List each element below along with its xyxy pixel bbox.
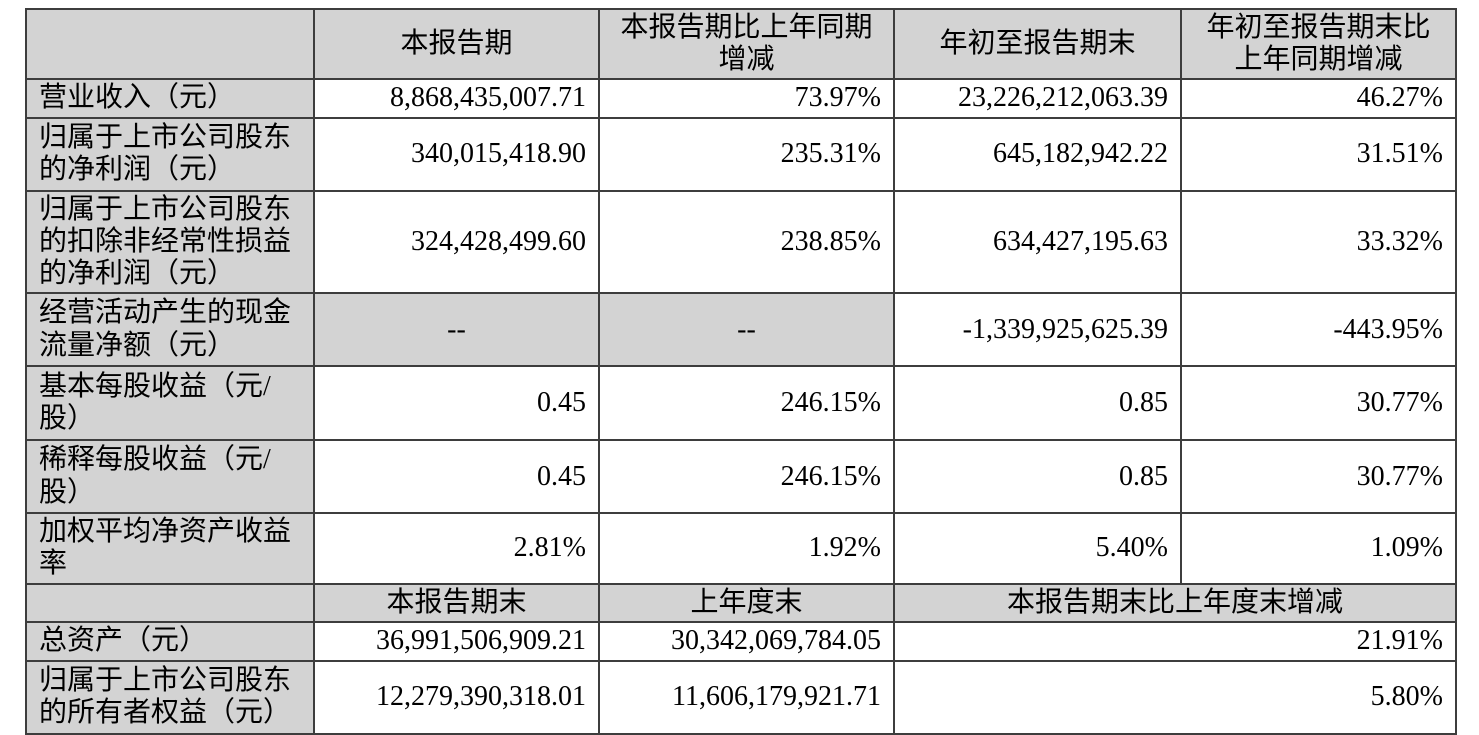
cell-value: 30.77%: [1180, 439, 1457, 515]
table-row-net-profit: 归属于上市公司股东的净利润（元） 340,015,418.90 235.31% …: [25, 116, 1457, 192]
cell-value: 21.91%: [893, 620, 1457, 662]
row-label: 经营活动产生的现金流量净额（元）: [25, 292, 315, 368]
cell-value: 0.85: [893, 365, 1182, 442]
header-row-period: 本报告期 本报告期比上年同期增减 年初至报告期末 年初至报告期末比上年同期增减: [25, 7, 1457, 81]
header-cell-current-period: 本报告期: [313, 7, 600, 81]
cell-value: -443.95%: [1180, 292, 1457, 368]
cell-value: -1,339,925,625.39: [893, 292, 1182, 368]
header-cell-ytd: 年初至报告期末: [893, 7, 1182, 81]
cell-value: 46.27%: [1180, 78, 1457, 119]
table-row-revenue: 营业收入（元） 8,868,435,007.71 73.97% 23,226,2…: [25, 78, 1457, 119]
cell-value: 31.51%: [1180, 116, 1457, 192]
cell-value: 246.15%: [598, 365, 895, 442]
row-label: 基本每股收益（元/股）: [25, 365, 315, 442]
cell-value: 324,428,499.60: [313, 189, 600, 295]
cell-value: 30.77%: [1180, 365, 1457, 442]
report-table-container: 本报告期 本报告期比上年同期增减 年初至报告期末 年初至报告期末比上年同期增减 …: [25, 7, 1457, 735]
cell-value: 33.32%: [1180, 189, 1457, 295]
header-row-yearend: 本报告期末 上年度末 本报告期末比上年度末增减: [25, 582, 1457, 623]
cell-value: 634,427,195.63: [893, 189, 1182, 295]
cell-value: 5.40%: [893, 512, 1182, 585]
header-cell-ytd-yoy-change: 年初至报告期末比上年同期增减: [1180, 7, 1457, 81]
table-row-operating-cash-flow: 经营活动产生的现金流量净额（元） -- -- -1,339,925,625.39…: [25, 292, 1457, 368]
header-cell-period-yoy-change: 本报告期比上年同期增减: [598, 7, 895, 81]
table-row-diluted-eps: 稀释每股收益（元/股） 0.45 246.15% 0.85 30.77%: [25, 439, 1457, 515]
table-row-total-assets: 总资产（元） 36,991,506,909.21 30,342,069,784.…: [25, 620, 1457, 662]
cell-value: 11,606,179,921.71: [598, 659, 895, 735]
cell-value: 645,182,942.22: [893, 116, 1182, 192]
header-cell-end-of-last-year: 上年度末: [598, 582, 895, 623]
cell-value: 5.80%: [893, 659, 1457, 735]
cell-value-na: --: [598, 292, 895, 368]
cell-value: 235.31%: [598, 116, 895, 192]
table-row-basic-eps: 基本每股收益（元/股） 0.45 246.15% 0.85 30.77%: [25, 365, 1457, 442]
cell-value: 1.92%: [598, 512, 895, 585]
header-cell-end-of-period: 本报告期末: [313, 582, 600, 623]
table-row-shareholders-equity: 归属于上市公司股东的所有者权益（元） 12,279,390,318.01 11,…: [25, 659, 1457, 735]
cell-value: 12,279,390,318.01: [313, 659, 600, 735]
cell-value: 246.15%: [598, 439, 895, 515]
cell-value: 0.85: [893, 439, 1182, 515]
cell-value-na: --: [313, 292, 600, 368]
cell-value: 36,991,506,909.21: [313, 620, 600, 662]
cell-value: 23,226,212,063.39: [893, 78, 1182, 119]
header-cell-corner: [25, 7, 315, 81]
cell-value: 1.09%: [1180, 512, 1457, 585]
cell-value: 0.45: [313, 439, 600, 515]
cell-value: 0.45: [313, 365, 600, 442]
cell-value: 30,342,069,784.05: [598, 620, 895, 662]
key-accounting-data-table: 本报告期 本报告期比上年同期增减 年初至报告期末 年初至报告期末比上年同期增减 …: [25, 7, 1457, 735]
table-row-net-profit-excl-nonrecurring: 归属于上市公司股东的扣除非经常性损益的净利润（元） 324,428,499.60…: [25, 189, 1457, 295]
row-label: 归属于上市公司股东的净利润（元）: [25, 116, 315, 192]
table-row-weighted-avg-roe: 加权平均净资产收益率 2.81% 1.92% 5.40% 1.09%: [25, 512, 1457, 585]
header-cell-change-vs-last-yearend: 本报告期末比上年度末增减: [893, 582, 1457, 623]
row-label: 归属于上市公司股东的所有者权益（元）: [25, 659, 315, 735]
header-cell-corner: [25, 582, 315, 623]
cell-value: 73.97%: [598, 78, 895, 119]
cell-value: 2.81%: [313, 512, 600, 585]
row-label: 归属于上市公司股东的扣除非经常性损益的净利润（元）: [25, 189, 315, 295]
row-label: 营业收入（元）: [25, 78, 315, 119]
cell-value: 238.85%: [598, 189, 895, 295]
row-label: 加权平均净资产收益率: [25, 512, 315, 585]
cell-value: 340,015,418.90: [313, 116, 600, 192]
cell-value: 8,868,435,007.71: [313, 78, 600, 119]
row-label: 总资产（元）: [25, 620, 315, 662]
row-label: 稀释每股收益（元/股）: [25, 439, 315, 515]
